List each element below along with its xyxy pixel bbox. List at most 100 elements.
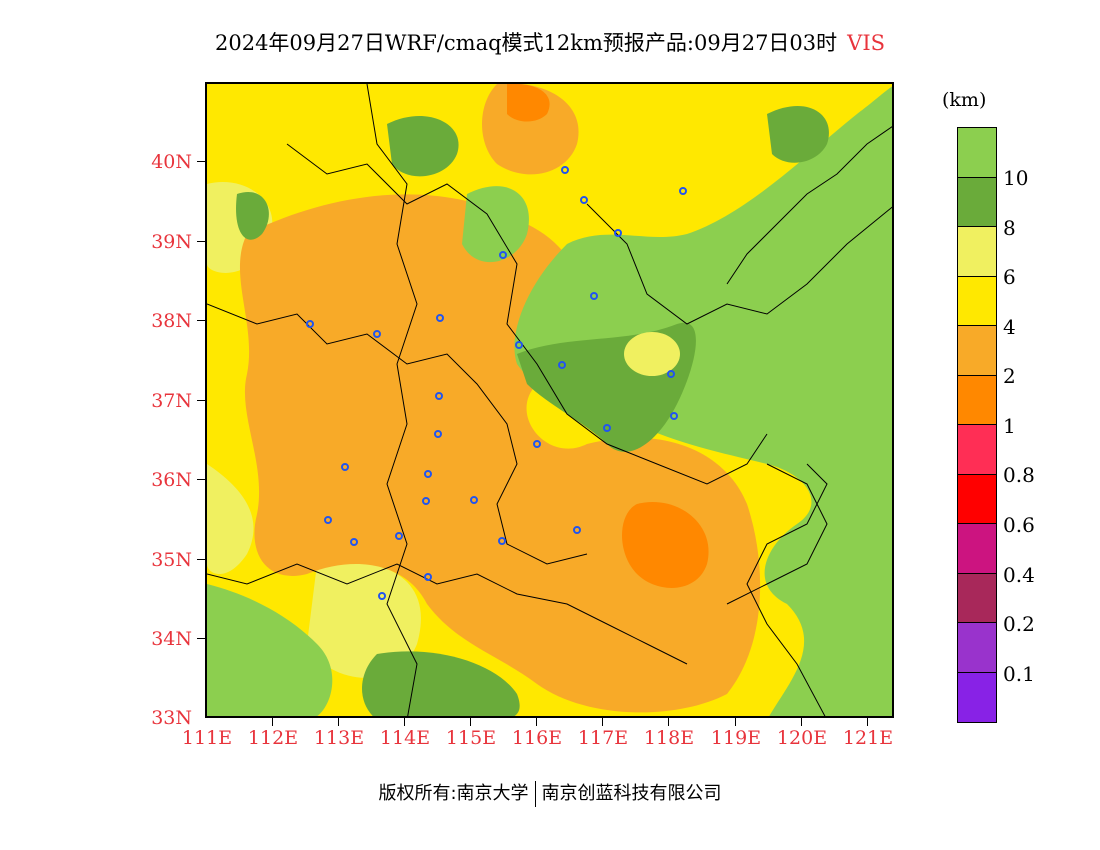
- colorbar-segment: [958, 524, 996, 574]
- lon-tick: [536, 718, 537, 726]
- region-10km-sw: [207, 584, 333, 716]
- copyright-footer: 版权所有:南京大学 南京创蓝科技有限公司: [0, 779, 1100, 807]
- colorbar-label: 0.1: [1003, 662, 1035, 686]
- colorbar-segment: [958, 425, 996, 475]
- lat-tick: [197, 638, 205, 639]
- colorbar-label: 1: [1003, 414, 1016, 438]
- city-marker: [558, 361, 566, 369]
- copyright-owner: 版权所有:南京大学: [378, 783, 529, 804]
- region-1-2km-east: [622, 502, 709, 588]
- colorbar: [957, 127, 997, 723]
- region-6-8km-island: [624, 332, 680, 376]
- colorbar-segment: [958, 276, 996, 326]
- city-marker: [573, 526, 581, 534]
- city-marker: [561, 166, 569, 174]
- region-6-8km-sw: [207, 464, 254, 574]
- lat-label-39: 39N: [151, 231, 192, 253]
- region-8-10km-nw: [236, 192, 269, 240]
- region-10km-north: [462, 186, 529, 263]
- boundary-line-6: [726, 463, 828, 605]
- region-2-4km-central: [239, 194, 761, 713]
- lon-label-113: 113E: [313, 727, 365, 749]
- lon-label-111: 111E: [181, 727, 233, 749]
- colorbar-segment: [958, 177, 996, 227]
- lat-tick: [197, 241, 205, 242]
- footer-separator: [534, 781, 536, 807]
- coastline-north: [726, 126, 892, 285]
- region-1-2km-north: [507, 84, 550, 122]
- region-6-8km-south: [307, 561, 421, 678]
- lon-label-115: 115E: [445, 727, 497, 749]
- lon-label-121: 121E: [842, 727, 894, 749]
- boundary-line-4: [366, 84, 418, 716]
- map-svg: [207, 84, 892, 716]
- boundary-line-2: [207, 303, 588, 565]
- colorbar-segment: [958, 227, 996, 277]
- lon-label-118: 118E: [643, 727, 695, 749]
- lon-tick: [470, 718, 471, 726]
- lon-label-114: 114E: [379, 727, 431, 749]
- city-marker: [435, 392, 443, 400]
- lat-tick: [197, 559, 205, 560]
- lon-label-117: 117E: [577, 727, 629, 749]
- title-main: 2024年09月27日WRF/cmaq模式12km预报产品:09月27日03时: [214, 31, 838, 55]
- colorbar-label: 0.8: [1003, 463, 1035, 487]
- lon-tick: [338, 718, 339, 726]
- colorbar-label: 8: [1003, 216, 1016, 240]
- region-8-10km-north: [387, 115, 459, 177]
- lon-tick: [668, 718, 669, 726]
- boundary-line-5: [586, 203, 892, 325]
- lat-label-36: 36N: [151, 469, 192, 491]
- copyright-company: 南京创蓝科技有限公司: [541, 783, 722, 804]
- lat-tick: [197, 400, 205, 401]
- lon-tick: [602, 718, 603, 726]
- city-marker: [350, 538, 358, 546]
- city-marker: [436, 314, 444, 322]
- visibility-map: [205, 82, 894, 718]
- city-marker: [424, 470, 432, 478]
- region-8-10km-ne: [767, 105, 829, 163]
- colorbar-label: 4: [1003, 315, 1016, 339]
- lon-tick: [801, 718, 802, 726]
- lat-label-40: 40N: [151, 151, 192, 173]
- colorbar-label: 0.2: [1003, 612, 1035, 636]
- city-marker: [533, 440, 541, 448]
- colorbar-label: 6: [1003, 265, 1016, 289]
- region-10km-east: [514, 86, 892, 716]
- colorbar-label: 0.6: [1003, 513, 1035, 537]
- colorbar-label: 2: [1003, 364, 1016, 388]
- city-marker: [498, 537, 506, 545]
- city-marker: [499, 251, 507, 259]
- lon-label-119: 119E: [710, 727, 762, 749]
- boundary-line-3: [207, 563, 688, 665]
- lat-tick: [197, 320, 205, 321]
- city-marker: [515, 341, 523, 349]
- city-marker: [670, 412, 678, 420]
- city-marker: [424, 573, 432, 581]
- lon-tick: [272, 718, 273, 726]
- colorbar-label: 0.4: [1003, 563, 1035, 587]
- lon-label-112: 112E: [247, 727, 299, 749]
- city-marker: [614, 229, 622, 237]
- colorbar-segment: [958, 573, 996, 623]
- lat-label-34: 34N: [151, 628, 192, 650]
- lat-tick: [197, 479, 205, 480]
- city-marker: [341, 463, 349, 471]
- lon-tick: [867, 718, 868, 726]
- lat-label-35: 35N: [151, 549, 192, 571]
- city-marker: [667, 370, 675, 378]
- city-marker: [580, 196, 588, 204]
- city-markers: [306, 166, 687, 600]
- city-marker: [679, 187, 687, 195]
- city-marker: [470, 496, 478, 504]
- city-marker: [603, 424, 611, 432]
- city-marker: [395, 532, 403, 540]
- lon-tick: [404, 718, 405, 726]
- city-marker: [324, 516, 332, 524]
- lat-label-33: 33N: [151, 707, 192, 729]
- colorbar-segment: [958, 375, 996, 425]
- lon-label-120: 120E: [776, 727, 828, 749]
- city-marker: [434, 430, 442, 438]
- colorbar-segment: [958, 326, 996, 376]
- colorbar-unit: (km): [942, 89, 987, 111]
